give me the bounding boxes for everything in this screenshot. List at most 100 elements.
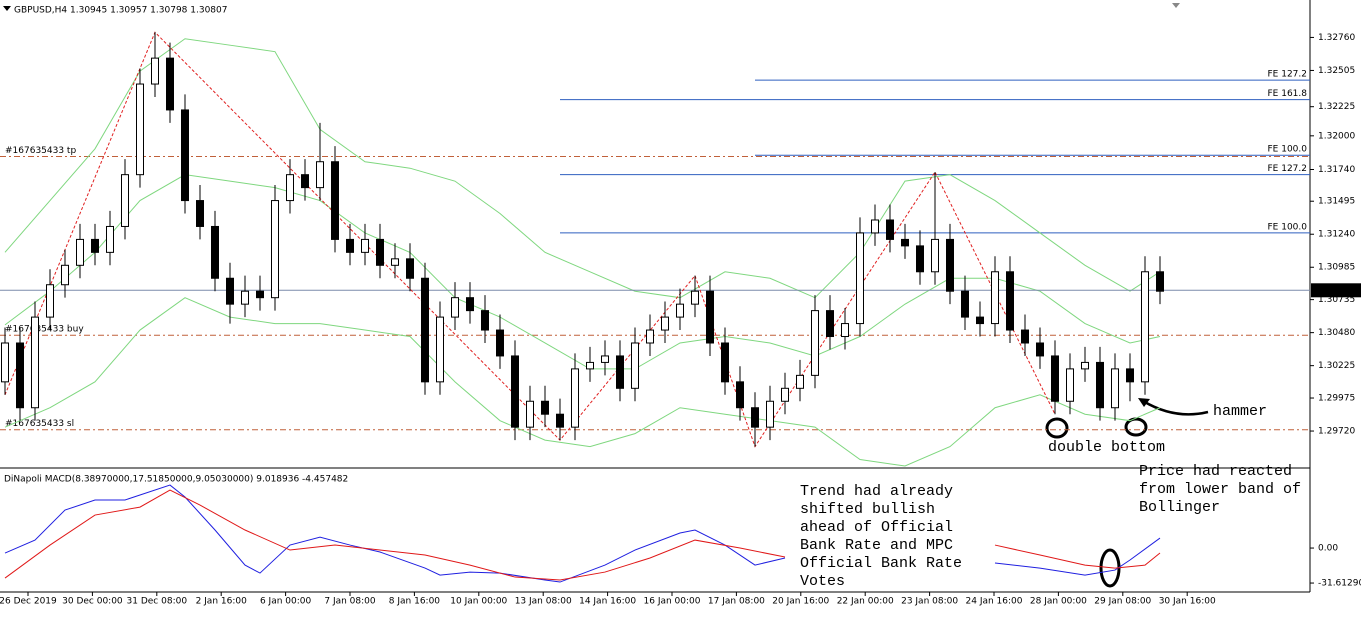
annotation: hammer bbox=[1213, 403, 1267, 420]
candle-body bbox=[946, 238, 954, 292]
annotation: Official Bank Rate bbox=[800, 555, 962, 572]
x-tick-label: 7 Jan 08:00 bbox=[324, 597, 376, 607]
macd-line bbox=[4, 489, 786, 581]
x-tick-label: 16 Jan 00:00 bbox=[644, 597, 701, 607]
candle-body bbox=[631, 342, 639, 389]
candle-body bbox=[616, 355, 624, 389]
y-tick-label: 1.31240 bbox=[1318, 230, 1355, 240]
y-tick-label: 1.32505 bbox=[1318, 66, 1355, 76]
candle-body bbox=[1156, 271, 1164, 292]
x-tick-label: 17 Jan 08:00 bbox=[708, 597, 765, 607]
candle-body bbox=[481, 310, 489, 331]
order-label: #167635433 sl bbox=[5, 419, 74, 429]
order-label: #167635433 buy bbox=[5, 325, 84, 335]
x-tick-label: 22 Jan 00:00 bbox=[837, 597, 894, 607]
x-tick-label: 30 Dec 00:00 bbox=[62, 597, 123, 607]
candle-body bbox=[766, 400, 774, 428]
candle-body bbox=[106, 225, 114, 253]
x-tick-label: 30 Jan 16:00 bbox=[1159, 597, 1216, 607]
fib-label: FE 127.2 bbox=[1268, 164, 1308, 174]
candle-body bbox=[1126, 368, 1134, 383]
macd-line bbox=[4, 484, 786, 583]
candle-body bbox=[541, 400, 549, 415]
candle-body bbox=[676, 303, 684, 318]
bollinger-band bbox=[4, 297, 1161, 467]
candle-body bbox=[1141, 271, 1149, 383]
candle-body bbox=[16, 342, 24, 409]
fib-label: FE 161.8 bbox=[1268, 89, 1308, 99]
candle-body bbox=[1066, 368, 1074, 402]
annotation: Trend had already bbox=[800, 483, 953, 500]
x-tick-label: 14 Jan 16:00 bbox=[579, 597, 636, 607]
candle-body bbox=[1, 342, 9, 383]
candle-body bbox=[391, 258, 399, 266]
candle-body bbox=[781, 387, 789, 402]
candle-body bbox=[886, 219, 894, 240]
order-label: #167635433 tp bbox=[5, 146, 76, 156]
candle-body bbox=[376, 238, 384, 266]
candle-body bbox=[361, 238, 369, 253]
candle-body bbox=[1096, 361, 1104, 409]
candle-body bbox=[916, 245, 924, 273]
candle-body bbox=[811, 310, 819, 376]
candle-body bbox=[646, 329, 654, 344]
candle-body bbox=[856, 232, 864, 325]
macd-line bbox=[994, 544, 1161, 569]
candle-body bbox=[526, 400, 534, 428]
annotation: Price had reacted bbox=[1139, 463, 1292, 480]
candle-body bbox=[511, 355, 519, 428]
candle-body bbox=[406, 258, 414, 279]
candle-body bbox=[751, 407, 759, 428]
candle-body bbox=[841, 323, 849, 338]
x-tick-label: 10 Jan 00:00 bbox=[450, 597, 507, 607]
annotation: from lower band of bbox=[1139, 481, 1301, 498]
candle-body bbox=[316, 161, 324, 189]
candle-body bbox=[691, 290, 699, 305]
scroll-marker bbox=[1172, 3, 1180, 8]
candle-body bbox=[346, 238, 354, 253]
candle-body bbox=[586, 361, 594, 370]
candle-body bbox=[166, 57, 174, 111]
candle-body bbox=[556, 413, 564, 428]
macd-title: DiNapoli MACD(8.38970000,17.51850000,9.0… bbox=[4, 475, 348, 485]
y2-tick-label: 0.00 bbox=[1318, 544, 1338, 554]
x-tick-label: 20 Jan 16:00 bbox=[772, 597, 829, 607]
candle-body bbox=[331, 161, 339, 240]
candle-body bbox=[736, 381, 744, 409]
candle-body bbox=[226, 277, 234, 305]
candle-body bbox=[31, 316, 39, 409]
x-tick-label: 6 Jan 00:00 bbox=[260, 597, 312, 607]
candle-body bbox=[196, 200, 204, 227]
y-tick-label: 1.30225 bbox=[1318, 361, 1355, 371]
candle-body bbox=[901, 238, 909, 247]
candle-body bbox=[181, 109, 189, 202]
candle-body bbox=[991, 271, 999, 325]
candle-body bbox=[151, 57, 159, 85]
chart-title: GBPUSD,H4 1.30945 1.30957 1.30798 1.3080… bbox=[14, 6, 227, 16]
arrow bbox=[1142, 399, 1209, 416]
current-price-box bbox=[1311, 283, 1361, 298]
candle-body bbox=[1036, 342, 1044, 357]
candle-body bbox=[46, 284, 54, 318]
candle-body bbox=[436, 316, 444, 383]
x-tick-label: 23 Jan 08:00 bbox=[901, 597, 958, 607]
x-tick-label: 24 Jan 16:00 bbox=[966, 597, 1023, 607]
bollinger-band bbox=[4, 38, 1161, 299]
candle-body bbox=[91, 238, 99, 253]
y-tick-label: 1.30735 bbox=[1318, 295, 1355, 305]
candle-body bbox=[301, 174, 309, 189]
candle-body bbox=[796, 374, 804, 389]
candle-body bbox=[1006, 271, 1014, 331]
candle-body bbox=[421, 277, 429, 383]
candle-body bbox=[121, 174, 129, 227]
annotation: Bollinger bbox=[1139, 499, 1220, 516]
candle-body bbox=[136, 83, 144, 176]
candle-body bbox=[211, 225, 219, 279]
candle-body bbox=[271, 200, 279, 299]
candle-body bbox=[256, 290, 264, 299]
y-tick-label: 1.32760 bbox=[1318, 33, 1355, 43]
title-icon bbox=[3, 6, 11, 11]
x-tick-label: 2 Jan 16:00 bbox=[196, 597, 248, 607]
y-tick-label: 1.29720 bbox=[1318, 427, 1355, 437]
